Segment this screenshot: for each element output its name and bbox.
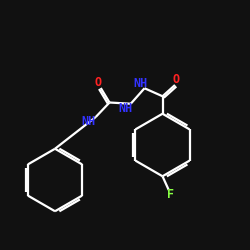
Text: O: O — [95, 76, 102, 89]
Text: NH: NH — [118, 102, 132, 115]
Text: F: F — [167, 188, 174, 202]
Text: O: O — [173, 74, 180, 86]
Text: NH: NH — [133, 77, 147, 90]
Text: NH: NH — [82, 115, 96, 128]
